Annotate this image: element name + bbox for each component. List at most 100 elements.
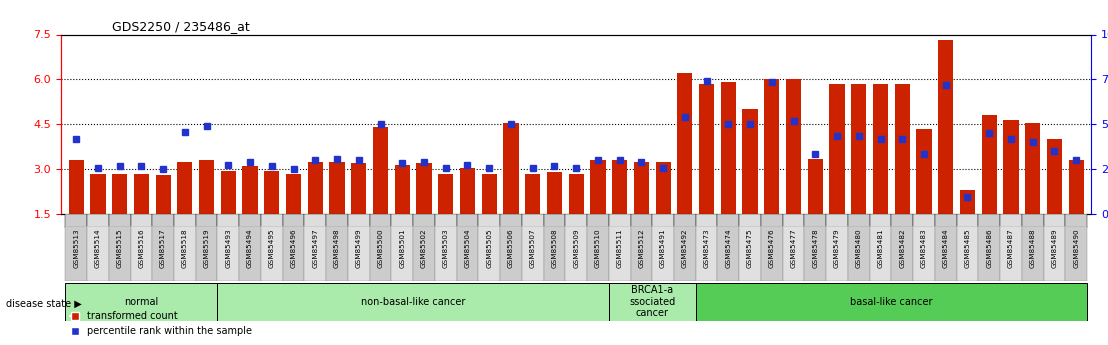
FancyBboxPatch shape: [413, 214, 434, 228]
Bar: [765, 79, 779, 214]
Text: GSM85497: GSM85497: [312, 229, 318, 268]
Bar: [308, 161, 322, 214]
Text: GSM85501: GSM85501: [399, 229, 406, 268]
Text: GSM85478: GSM85478: [812, 229, 819, 268]
Text: GSM85499: GSM85499: [356, 229, 362, 268]
Bar: [568, 174, 584, 214]
Text: GSM85487: GSM85487: [1008, 229, 1014, 268]
FancyBboxPatch shape: [391, 214, 413, 228]
Bar: [699, 84, 715, 214]
Bar: [243, 166, 258, 214]
Text: GSM85508: GSM85508: [552, 229, 557, 268]
FancyBboxPatch shape: [1065, 214, 1087, 228]
Bar: [916, 129, 932, 214]
Text: GSM85495: GSM85495: [269, 229, 275, 268]
FancyBboxPatch shape: [587, 226, 608, 281]
FancyBboxPatch shape: [696, 226, 718, 281]
FancyBboxPatch shape: [848, 226, 870, 281]
FancyBboxPatch shape: [827, 226, 848, 281]
FancyBboxPatch shape: [500, 214, 522, 228]
Bar: [286, 174, 301, 214]
Bar: [547, 172, 562, 214]
Text: GSM85484: GSM85484: [943, 229, 948, 268]
Bar: [960, 190, 975, 214]
FancyBboxPatch shape: [88, 226, 109, 281]
Text: GSM85509: GSM85509: [573, 229, 579, 268]
Text: GSM85482: GSM85482: [900, 229, 905, 268]
Text: GSM85514: GSM85514: [95, 229, 101, 268]
FancyBboxPatch shape: [88, 214, 109, 228]
Text: GSM85517: GSM85517: [161, 229, 166, 268]
Text: GSM85513: GSM85513: [73, 229, 79, 268]
FancyBboxPatch shape: [1022, 226, 1044, 281]
Text: BRCA1-a
ssociated
cancer: BRCA1-a ssociated cancer: [629, 285, 676, 318]
Bar: [851, 84, 866, 214]
FancyBboxPatch shape: [239, 214, 261, 228]
FancyBboxPatch shape: [587, 214, 608, 228]
FancyBboxPatch shape: [935, 226, 956, 281]
Bar: [873, 84, 889, 214]
FancyBboxPatch shape: [891, 226, 913, 281]
Bar: [351, 163, 367, 214]
FancyBboxPatch shape: [109, 214, 131, 228]
Bar: [90, 174, 105, 214]
FancyBboxPatch shape: [913, 226, 935, 281]
FancyBboxPatch shape: [870, 214, 891, 228]
Bar: [69, 160, 84, 214]
Text: disease state ▶: disease state ▶: [6, 299, 81, 308]
FancyBboxPatch shape: [305, 214, 326, 228]
Bar: [220, 170, 236, 214]
FancyBboxPatch shape: [674, 214, 696, 228]
Bar: [677, 73, 692, 214]
FancyBboxPatch shape: [1022, 214, 1044, 228]
Text: GSM85474: GSM85474: [726, 229, 731, 268]
Text: GSM85490: GSM85490: [1074, 229, 1079, 268]
FancyBboxPatch shape: [196, 214, 217, 228]
FancyBboxPatch shape: [608, 283, 696, 321]
FancyBboxPatch shape: [782, 226, 804, 281]
Bar: [591, 160, 605, 214]
FancyBboxPatch shape: [456, 226, 479, 281]
FancyBboxPatch shape: [739, 214, 761, 228]
Bar: [612, 160, 627, 214]
FancyBboxPatch shape: [65, 226, 88, 281]
FancyBboxPatch shape: [827, 214, 848, 228]
Bar: [482, 174, 496, 214]
FancyBboxPatch shape: [1044, 214, 1065, 228]
FancyBboxPatch shape: [174, 214, 196, 228]
FancyBboxPatch shape: [544, 226, 565, 281]
FancyBboxPatch shape: [608, 214, 630, 228]
FancyBboxPatch shape: [283, 214, 305, 228]
FancyBboxPatch shape: [696, 283, 1087, 321]
Bar: [808, 159, 823, 214]
FancyBboxPatch shape: [109, 226, 131, 281]
FancyBboxPatch shape: [217, 214, 239, 228]
FancyBboxPatch shape: [456, 214, 479, 228]
FancyBboxPatch shape: [739, 226, 761, 281]
Bar: [373, 127, 388, 214]
FancyBboxPatch shape: [65, 214, 88, 228]
Bar: [525, 174, 541, 214]
Text: GSM85483: GSM85483: [921, 229, 927, 268]
FancyBboxPatch shape: [761, 226, 782, 281]
Bar: [720, 82, 736, 214]
Bar: [634, 161, 649, 214]
Text: GSM85481: GSM85481: [878, 229, 883, 268]
FancyBboxPatch shape: [348, 226, 370, 281]
Legend: transformed count, percentile rank within the sample: transformed count, percentile rank withi…: [65, 307, 256, 340]
FancyBboxPatch shape: [131, 226, 152, 281]
Text: GSM85485: GSM85485: [964, 229, 971, 268]
Text: GSM85475: GSM85475: [747, 229, 753, 268]
FancyBboxPatch shape: [761, 214, 782, 228]
FancyBboxPatch shape: [326, 226, 348, 281]
Text: GSM85492: GSM85492: [681, 229, 688, 268]
FancyBboxPatch shape: [348, 214, 370, 228]
Bar: [830, 84, 844, 214]
Bar: [503, 123, 519, 214]
FancyBboxPatch shape: [434, 226, 456, 281]
FancyBboxPatch shape: [261, 226, 283, 281]
FancyBboxPatch shape: [696, 214, 718, 228]
Text: GSM85512: GSM85512: [638, 229, 645, 268]
Text: GSM85516: GSM85516: [138, 229, 144, 268]
FancyBboxPatch shape: [434, 214, 456, 228]
